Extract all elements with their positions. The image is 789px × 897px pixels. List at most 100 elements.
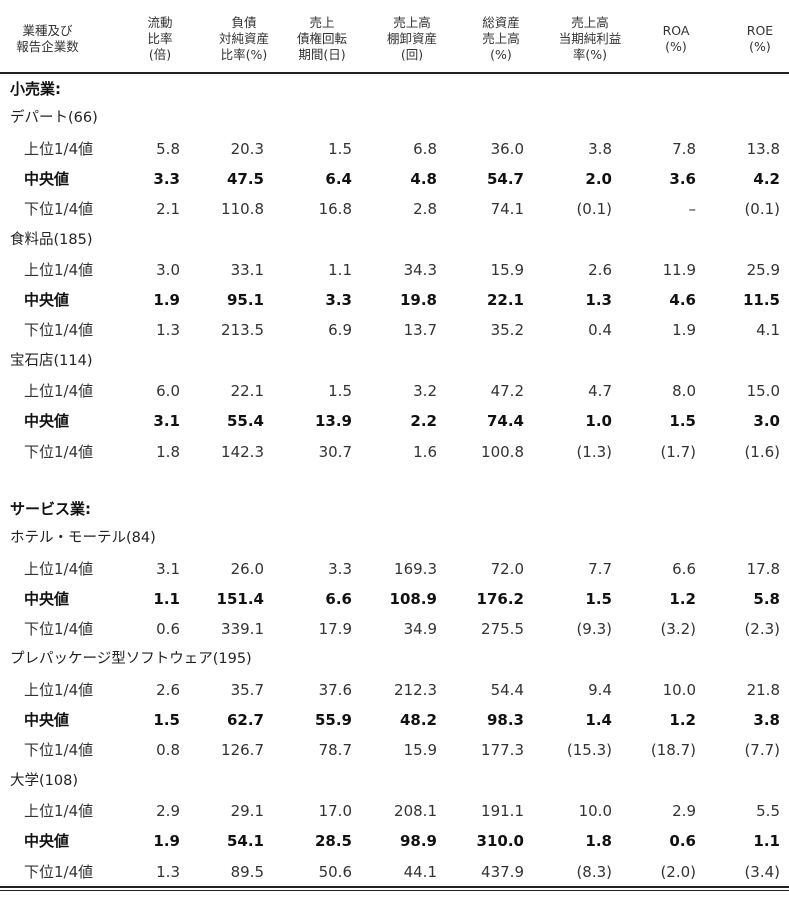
column-header-text: 流動 比率 (倍)	[147, 15, 173, 62]
table-cell: 74.4	[486, 412, 524, 431]
quartile-label: 下位1/4値	[24, 321, 94, 340]
industry-group-label: 大学(108)	[10, 772, 78, 789]
table-cell: 1.8	[585, 832, 612, 851]
table-cell: 3.8	[588, 139, 612, 158]
section-title: サービス業:	[10, 499, 91, 518]
table-cell: 3.0	[156, 260, 180, 279]
table-cell: 6.6	[672, 559, 696, 578]
table-cell: (18.7)	[650, 741, 696, 760]
column-header: ROA (%)	[646, 8, 706, 70]
table-cell: 34.3	[403, 260, 437, 279]
table-cell: 37.6	[318, 680, 352, 699]
table-cell: 35.7	[230, 680, 264, 699]
table-cell: 15.9	[403, 741, 437, 760]
table-cell: 1.5	[328, 382, 352, 400]
table-cell: 1.1	[153, 589, 180, 608]
table-cell: (8.3)	[576, 862, 612, 881]
table-cell: 7.7	[588, 559, 612, 578]
table-cell: (3.2)	[660, 620, 696, 639]
table-row: 下位1/4値 1.3 89.5 50.6 44.1 437.9 (8.3) (2.0) (3.4…	[0, 858, 789, 886]
table-cell: 47.2	[490, 382, 524, 400]
table-cell: 54.1	[226, 832, 264, 851]
table-cell: 6.6	[325, 589, 352, 608]
column-header: 売上高 棚卸資産 (回)	[370, 8, 454, 70]
column-header-text: ROE (%)	[746, 23, 774, 54]
industry-group-label: ホテル・モーテル(84)	[10, 530, 156, 547]
table-cell: 5.5	[756, 801, 780, 820]
table-cell: (2.0)	[660, 862, 696, 881]
table-cell: 1.5	[153, 711, 180, 729]
quartile-label: 下位1/4値	[24, 442, 94, 461]
table-cell: 98.3	[486, 711, 524, 729]
table-cell: 213.5	[221, 321, 264, 340]
table-cell: 13.7	[403, 321, 437, 340]
table-cell: 2.9	[672, 801, 696, 820]
table-row: 上位1/4値 6.0 22.1 1.5 3.2 47.2 4.7 8.0 15.0	[0, 377, 789, 405]
median-label: 中央値	[24, 711, 70, 729]
table-row: 上位1/4値 5.8 20.3 1.5 6.8 36.0 3.8 7.8 13.8	[0, 135, 789, 163]
table-cell: 5.8	[156, 139, 180, 158]
bottom-rule-second	[0, 890, 789, 891]
table-row: 中央値 3.1 55.4 13.9 2.2 74.4 1.0 1.5 3.0	[0, 407, 789, 435]
bottom-rule	[0, 886, 789, 888]
table-cell: 151.4	[216, 589, 264, 608]
table-cell: (9.3)	[576, 620, 612, 639]
quartile-label: 上位1/4値	[24, 801, 94, 820]
table-cell: 4.8	[410, 169, 437, 188]
table-cell: 126.7	[221, 741, 264, 760]
table-row: 中央値 3.3 47.5 6.4 4.8 54.7 2.0 3.6 4.2	[0, 165, 789, 193]
table-row: 下位1/4値 1.8 142.3 30.7 1.6 100.8 (1.3) (1.7) (1.6…	[0, 438, 789, 466]
median-label: 中央値	[24, 832, 70, 851]
column-header-text: 売上 債権回転 期間(日)	[296, 15, 347, 62]
table-cell: 55.4	[226, 412, 264, 431]
table-cell: 1.5	[328, 139, 352, 158]
table-cell: 54.7	[486, 169, 524, 188]
table-cell: 6.4	[325, 169, 352, 188]
column-header: 売上 債権回転 期間(日)	[282, 8, 362, 70]
table-cell: 89.5	[230, 862, 264, 881]
table-cell: 10.0	[662, 680, 696, 699]
table-cell: 110.8	[221, 200, 264, 219]
table-cell: 22.1	[230, 382, 264, 400]
table-cell: 2.9	[156, 801, 180, 820]
table-row: 中央値 1.1 151.4 6.6 108.9 176.2 1.5 1.2 5.8	[0, 585, 789, 613]
table-cell: 22.1	[486, 291, 524, 310]
table-cell: (1.3)	[576, 442, 612, 461]
table-cell: (7.7)	[744, 741, 780, 760]
table-cell: 108.9	[389, 589, 437, 608]
table-cell: 34.9	[403, 620, 437, 639]
table-cell: 3.3	[153, 169, 180, 188]
column-header-text: 総資産 売上高 (%)	[482, 15, 520, 62]
table-cell: 47.5	[226, 169, 264, 188]
table-cell: 1.9	[153, 291, 180, 310]
table-cell: 4.7	[588, 382, 612, 400]
quartile-label: 上位1/4値	[24, 260, 94, 279]
table-cell: 16.8	[318, 200, 352, 219]
table-cell: 98.9	[399, 832, 437, 851]
table-cell: 177.3	[481, 741, 524, 760]
table-cell: 8.0	[672, 382, 696, 400]
table-cell: 0.6	[669, 832, 696, 851]
table-cell: 3.1	[156, 559, 180, 578]
industry-group-label: 食料品(185)	[10, 231, 93, 248]
table-cell: 28.5	[314, 832, 352, 851]
table-cell: 1.6	[413, 442, 437, 461]
table-cell: 2.1	[156, 200, 180, 219]
table-cell: 1.5	[585, 589, 612, 608]
table-cell: 10.0	[578, 801, 612, 820]
quartile-label: 下位1/4値	[24, 620, 94, 639]
quartile-label: 下位1/4値	[24, 200, 94, 219]
quartile-label: 上位1/4値	[24, 382, 94, 400]
industry-group-label: デパート(66)	[10, 110, 98, 127]
table-cell: 54.4	[490, 680, 524, 699]
table-row: 中央値 1.9 54.1 28.5 98.9 310.0 1.8 0.6 1.1	[0, 827, 789, 855]
table-cell: 3.8	[753, 711, 780, 729]
table-row: 上位1/4値 2.6 35.7 37.6 212.3 54.4 9.4 10.0 21.8	[0, 676, 789, 704]
table-cell: 2.8	[413, 200, 437, 219]
table-cell: 44.1	[403, 862, 437, 881]
table-cell: 3.3	[325, 291, 352, 310]
median-label: 中央値	[24, 169, 70, 188]
industry-group-label: プレパッケージ型ソフトウェア(195)	[10, 651, 252, 668]
table-cell: 78.7	[318, 741, 352, 760]
